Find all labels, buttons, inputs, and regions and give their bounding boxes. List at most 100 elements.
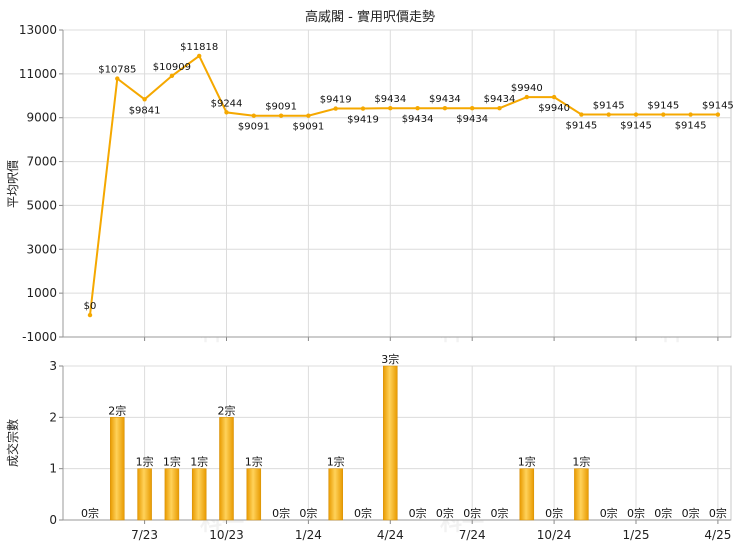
price-point bbox=[606, 112, 611, 117]
count-data-label: 0宗 bbox=[463, 506, 481, 520]
price-point bbox=[197, 53, 202, 59]
count-data-label: 0宗 bbox=[627, 506, 645, 520]
x-tick-label: 4/25 bbox=[704, 528, 731, 542]
price-point bbox=[251, 113, 256, 118]
price-point bbox=[579, 112, 584, 117]
bar-chart-y-tick-label: 3 bbox=[49, 359, 57, 373]
price-point bbox=[715, 112, 721, 117]
line-chart-y-tick-label: 1000 bbox=[26, 286, 57, 300]
bar-chart-y-tick-label: 1 bbox=[49, 462, 57, 476]
count-data-label: 1宗 bbox=[190, 455, 208, 469]
count-data-label: 1宗 bbox=[327, 455, 345, 469]
price-data-label: $11818 bbox=[180, 42, 218, 53]
count-data-label: 1宗 bbox=[136, 455, 154, 469]
count-data-label: 0宗 bbox=[409, 506, 427, 520]
price-data-label: $9841 bbox=[129, 105, 161, 116]
price-point bbox=[333, 106, 338, 111]
price-point bbox=[633, 112, 639, 117]
line-chart-y-tick-label: 9000 bbox=[26, 111, 57, 125]
price-data-label: $0 bbox=[84, 301, 97, 312]
line-chart-y-tick-label: 3000 bbox=[26, 242, 57, 256]
price-point bbox=[306, 113, 311, 118]
count-data-label: 2宗 bbox=[218, 403, 236, 417]
price-data-label: $9145 bbox=[620, 121, 652, 132]
count-data-label: 0宗 bbox=[81, 506, 99, 520]
x-tick-label: 10/24 bbox=[537, 528, 572, 542]
count-bar bbox=[110, 417, 125, 521]
bar-chart-y-tick-label: 0 bbox=[49, 513, 57, 527]
x-tick-label: 1/24 bbox=[295, 528, 322, 542]
price-point bbox=[224, 110, 229, 115]
price-point bbox=[688, 112, 693, 117]
price-point bbox=[360, 106, 366, 111]
price-series-line bbox=[89, 54, 718, 316]
x-tick-label: 7/24 bbox=[459, 528, 486, 542]
line-chart-y-tick-label: 13000 bbox=[19, 23, 57, 37]
price-data-label: $10909 bbox=[153, 62, 191, 73]
price-point bbox=[661, 112, 666, 117]
price-data-label: $9244 bbox=[211, 98, 243, 109]
price-data-label: $9419 bbox=[347, 115, 379, 126]
bar-chart-y-axis-label: 成交宗數 bbox=[5, 419, 20, 467]
count-data-label: 0宗 bbox=[436, 506, 454, 520]
count-bar bbox=[137, 468, 152, 521]
count-bar bbox=[164, 468, 180, 521]
price-data-label: $9091 bbox=[292, 122, 324, 133]
count-data-label: 0宗 bbox=[491, 506, 509, 520]
price-point bbox=[278, 113, 284, 118]
count-data-label: 0宗 bbox=[600, 506, 618, 520]
price-point bbox=[524, 94, 529, 100]
count-data-label: 0宗 bbox=[654, 506, 672, 520]
price-data-label: $9091 bbox=[265, 102, 297, 113]
count-data-label: 0宗 bbox=[299, 506, 317, 520]
line-chart-y-axis-label: 平均呎價 bbox=[6, 160, 20, 208]
price-data-label: $9434 bbox=[402, 114, 434, 125]
price-data-label: $10785 bbox=[98, 65, 136, 76]
line-chart-y-tick-label: 5000 bbox=[26, 198, 57, 212]
count-data-label: 1宗 bbox=[518, 455, 536, 469]
price-data-label: $9145 bbox=[675, 121, 707, 132]
count-data-label: 0宗 bbox=[682, 506, 700, 520]
price-data-label: $9940 bbox=[511, 83, 543, 94]
price-point bbox=[442, 105, 448, 111]
count-data-label: 0宗 bbox=[545, 506, 563, 520]
count-data-label: 0宗 bbox=[709, 506, 727, 520]
line-chart-y-tick-label: 7000 bbox=[26, 155, 57, 169]
price-point bbox=[169, 73, 175, 79]
line-chart-y-tick-label: 11000 bbox=[19, 67, 57, 81]
price-point bbox=[115, 76, 120, 81]
price-data-label: $9419 bbox=[320, 95, 352, 106]
count-bar bbox=[328, 468, 343, 521]
count-bar bbox=[574, 468, 589, 521]
price-point bbox=[87, 312, 93, 318]
count-bar bbox=[246, 468, 262, 521]
count-bar bbox=[383, 365, 398, 521]
price-data-label: $9145 bbox=[702, 101, 734, 112]
count-data-label: 2宗 bbox=[108, 403, 126, 417]
price-data-label: $9434 bbox=[484, 94, 516, 105]
price-data-label: $9940 bbox=[538, 103, 570, 114]
bar-chart-y-tick-label: 2 bbox=[49, 410, 57, 424]
count-data-label: 0宗 bbox=[354, 506, 372, 520]
count-bar bbox=[191, 468, 207, 521]
count-data-label: 0宗 bbox=[272, 506, 290, 520]
price-data-label: $9434 bbox=[429, 94, 461, 105]
price-point bbox=[470, 105, 475, 111]
count-bar bbox=[219, 417, 234, 521]
price-point bbox=[551, 94, 557, 100]
line-chart-y-tick-label: -1000 bbox=[22, 330, 57, 344]
x-tick-label: 4/24 bbox=[377, 528, 404, 542]
price-point bbox=[388, 105, 393, 111]
count-data-label: 3宗 bbox=[381, 352, 399, 366]
price-point bbox=[415, 105, 420, 111]
price-data-label: $9434 bbox=[456, 114, 488, 125]
price-data-label: $9091 bbox=[238, 122, 270, 133]
price-point bbox=[497, 105, 502, 111]
price-data-label: $9145 bbox=[565, 121, 597, 132]
count-data-label: 1宗 bbox=[245, 455, 263, 469]
price-data-label: $9145 bbox=[593, 101, 625, 112]
price-point bbox=[142, 97, 147, 102]
chart-title: 高威閣 - 實用呎價走勢 bbox=[305, 9, 435, 25]
